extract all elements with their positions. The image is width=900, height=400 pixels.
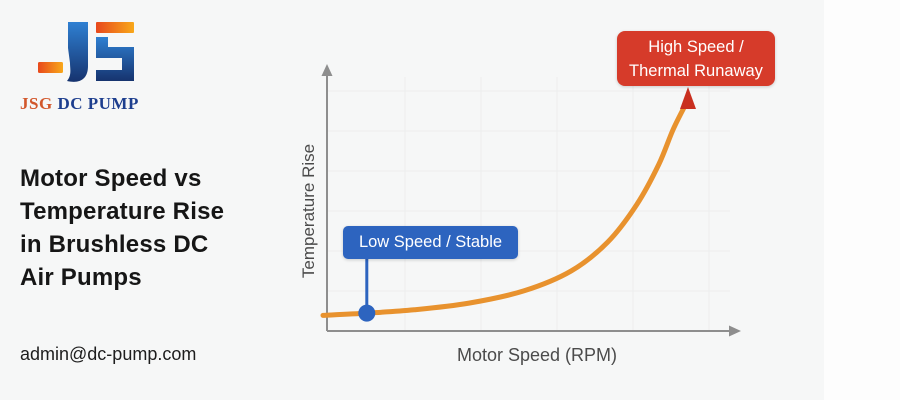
low-speed-data-point	[358, 304, 376, 322]
y-axis-label: Temperature Rise	[299, 143, 318, 279]
annotation-high-speed: High Speed / Thermal Runaway	[617, 31, 775, 86]
logo-text-dc-pump: DC PUMP	[57, 94, 139, 113]
page-title: Motor Speed vs Temperature Rise in Brush…	[20, 162, 270, 294]
annotation-high-speed-label-line-2: Thermal Runaway	[629, 61, 763, 80]
jsg-logo-monogram-icon	[38, 22, 134, 82]
annotation-low-speed: Low Speed / Stable	[343, 226, 518, 259]
background-right-strip	[824, 0, 900, 400]
annotation-high-speed-label-line-1: High Speed /	[648, 37, 744, 56]
page-title-line-2: Temperature Rise	[20, 198, 225, 225]
annotation-low-speed-label: Low Speed / Stable	[358, 233, 503, 251]
x-axis-label: Motor Speed (RPM)	[456, 345, 618, 365]
y-axis-arrowhead-icon	[321, 64, 333, 76]
logo-text-jsg: JSG	[20, 94, 53, 113]
x-axis-arrowhead-icon	[729, 325, 741, 337]
page-title-line-1: Motor Speed vs	[20, 165, 202, 192]
page-title-line-3: in Brushless DC	[20, 231, 209, 258]
jsg-logo: JSG DC PUMP	[20, 18, 170, 114]
curve-end-arrowhead-icon	[680, 87, 696, 109]
page-title-line-4: Air Pumps	[20, 264, 142, 291]
contact-email: admin@dc-pump.com	[20, 344, 197, 364]
left-panel: JSG DC PUMP Motor Speed vs Temperature R…	[20, 18, 270, 364]
temperature-curve	[320, 97, 691, 318]
logo-text: JSG DC PUMP	[20, 94, 170, 114]
